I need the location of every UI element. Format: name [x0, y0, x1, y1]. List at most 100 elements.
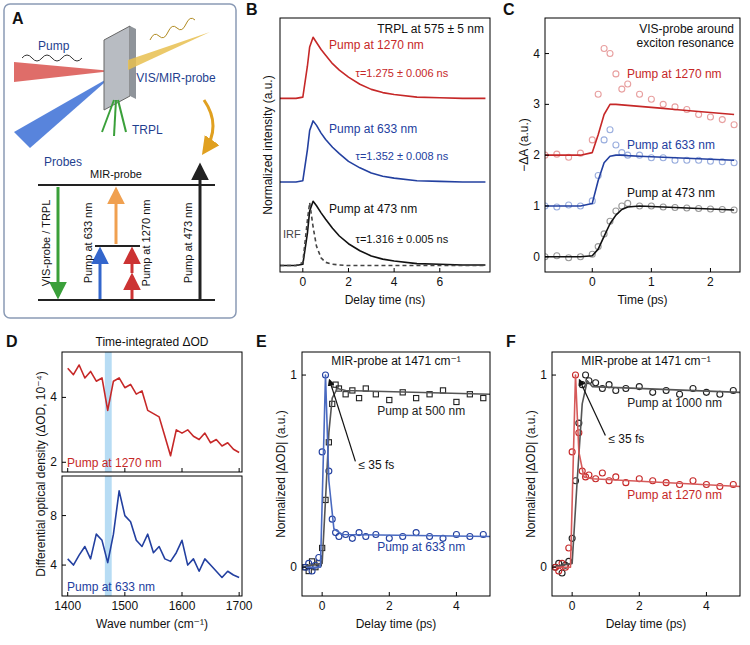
- y-tick: [545, 155, 549, 156]
- panel-letter: B: [246, 1, 258, 18]
- point: [648, 155, 654, 161]
- diagram-frame: [4, 4, 236, 318]
- y-tick-label: 0: [290, 560, 297, 574]
- panel-letter: F: [506, 333, 516, 350]
- x-tick: [348, 268, 349, 272]
- series-label: Pump at 1270 nm: [329, 38, 424, 52]
- series-line: [68, 491, 239, 578]
- plot-area: [68, 476, 239, 596]
- x-tick-label: 0: [319, 599, 326, 613]
- y-tick: [62, 515, 66, 516]
- x-tick-label: 0: [569, 599, 576, 613]
- series-label: Pump at 633 nm: [627, 138, 715, 152]
- series-line: [552, 381, 740, 567]
- point: [613, 142, 619, 148]
- y-tick: [302, 567, 306, 568]
- title-line: exciton resonance: [637, 36, 735, 50]
- annotation-arrow: [330, 380, 356, 461]
- series-line: [545, 206, 734, 257]
- cycle-arrow: [204, 100, 213, 152]
- label-pump-1270: Pump at 1270 nm: [140, 200, 152, 287]
- point: [690, 478, 696, 484]
- series-line: [280, 201, 485, 265]
- point: [400, 533, 406, 539]
- x-tick: [239, 468, 240, 472]
- output-wave: [150, 18, 195, 40]
- series-label: Pump at 473 nm: [329, 202, 417, 216]
- x-tick-label: 1600: [169, 599, 196, 613]
- annotation: τ=1.275 ± 0.006 ns: [356, 67, 449, 79]
- y-tick-label: 1: [290, 368, 297, 382]
- series-line: [280, 121, 485, 182]
- point: [333, 382, 338, 387]
- x-tick-label: 4: [391, 275, 398, 289]
- x-tick: [182, 592, 183, 596]
- point: [387, 397, 392, 402]
- panel-letter: D: [6, 333, 18, 350]
- series-label: Pump at 473 nm: [627, 186, 715, 200]
- series-label: Pump at 500 nm: [377, 404, 465, 418]
- annotation: τ=1.352 ± 0.008 ns: [356, 150, 449, 162]
- y-tick-label: 4: [533, 47, 540, 61]
- plot-frame: [545, 18, 740, 272]
- x-tick: [322, 592, 323, 596]
- point: [719, 117, 725, 123]
- panel-letter: A: [12, 10, 24, 27]
- annotation-arrow: [580, 380, 606, 435]
- label-pump: Pump: [38, 39, 70, 53]
- series-label: Pump at 633 nm: [67, 580, 155, 594]
- point: [566, 255, 572, 261]
- y-tick: [545, 256, 549, 257]
- point: [601, 45, 607, 51]
- pump-wave: [22, 55, 82, 61]
- point: [309, 568, 315, 574]
- x-tick: [639, 592, 640, 596]
- point: [663, 387, 669, 393]
- chart-title: MIR-probe at 1471 cm⁻¹: [581, 354, 711, 368]
- point: [356, 396, 361, 401]
- plot-area: [552, 372, 740, 576]
- x-tick-label: 2: [386, 599, 393, 613]
- x-tick: [439, 268, 440, 272]
- label-trpl: TRPL: [132, 123, 163, 137]
- point: [593, 380, 599, 386]
- x-tick-label: 1500: [112, 599, 139, 613]
- point: [707, 114, 713, 120]
- level-top: [38, 184, 215, 186]
- y-tick: [62, 462, 66, 463]
- x-axis-title: Wave number (cm⁻¹): [96, 617, 208, 631]
- title-line: VIS-probe around: [639, 22, 734, 36]
- label-mir-probe: MIR-probe: [90, 168, 142, 180]
- chart-title: VIS-probe aroundexciton resonance: [637, 22, 735, 50]
- point: [373, 392, 378, 397]
- point: [637, 91, 643, 97]
- highlight-band: [105, 476, 112, 596]
- x-tick-label: 0: [299, 275, 306, 289]
- x-tick-label: 1400: [54, 599, 81, 613]
- y-tick-label: 2: [50, 455, 57, 469]
- trpl-ray: [114, 100, 116, 136]
- trpl-ray: [118, 100, 126, 132]
- chart-title: MIR-probe at 1471 cm⁻¹: [331, 354, 461, 368]
- point: [607, 127, 613, 133]
- x-tick-label: 2: [636, 599, 643, 613]
- y-tick-label: 0: [533, 250, 540, 264]
- point: [684, 106, 690, 112]
- sample: [104, 26, 130, 110]
- x-tick: [302, 268, 303, 272]
- plot-area: [545, 45, 737, 260]
- x-tick: [651, 268, 652, 272]
- label-vis-probe-trpl: VIS-probe / TRPL: [40, 200, 52, 287]
- point: [619, 86, 625, 92]
- arrow-pump-1270: [131, 276, 134, 299]
- x-axis-title: Time (ps): [617, 293, 667, 307]
- point: [650, 389, 656, 395]
- point: [601, 137, 607, 143]
- plot-area: [302, 372, 490, 574]
- y-tick-label: 4: [50, 390, 57, 404]
- annotation: ≤ 35 fs: [358, 458, 394, 472]
- arrow-pump-633: [99, 250, 102, 299]
- series-line: [302, 375, 490, 567]
- panel-letter: C: [503, 1, 515, 18]
- y-axis-title: Differential optical density (ΔOD, 10⁻⁴): [34, 371, 48, 576]
